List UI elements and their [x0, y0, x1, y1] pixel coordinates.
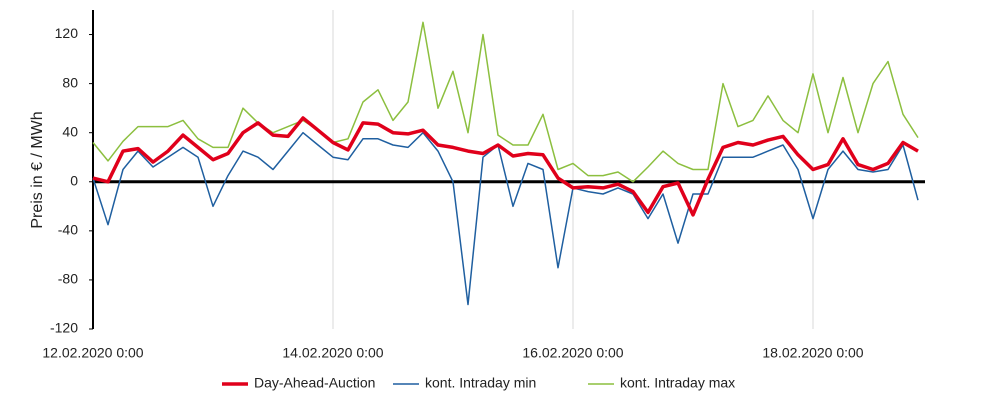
- y-tick-label: 120: [55, 25, 79, 41]
- legend-label: Day-Ahead-Auction: [254, 375, 375, 391]
- y-tick-label: -40: [58, 222, 78, 238]
- y-tick-label: 80: [62, 74, 78, 90]
- legend-label: kont. Intraday max: [620, 375, 735, 391]
- x-tick-label: 16.02.2020 0:00: [522, 345, 623, 361]
- y-tick-label: 0: [70, 172, 78, 188]
- x-tick-label: 12.02.2020 0:00: [42, 345, 143, 361]
- series-line: [92, 116, 919, 217]
- x-tick-label: 18.02.2020 0:00: [762, 345, 863, 361]
- legend-label: kont. Intraday min: [425, 375, 536, 391]
- y-tick-label: -80: [58, 271, 78, 287]
- y-axis-label: Preis in € / MWh: [29, 111, 46, 228]
- series-line: [92, 21, 919, 183]
- y-tick-label: 40: [62, 123, 78, 139]
- series-line: [92, 131, 919, 306]
- x-tick-label: 14.02.2020 0:00: [282, 345, 383, 361]
- y-tick-label: -120: [50, 320, 78, 336]
